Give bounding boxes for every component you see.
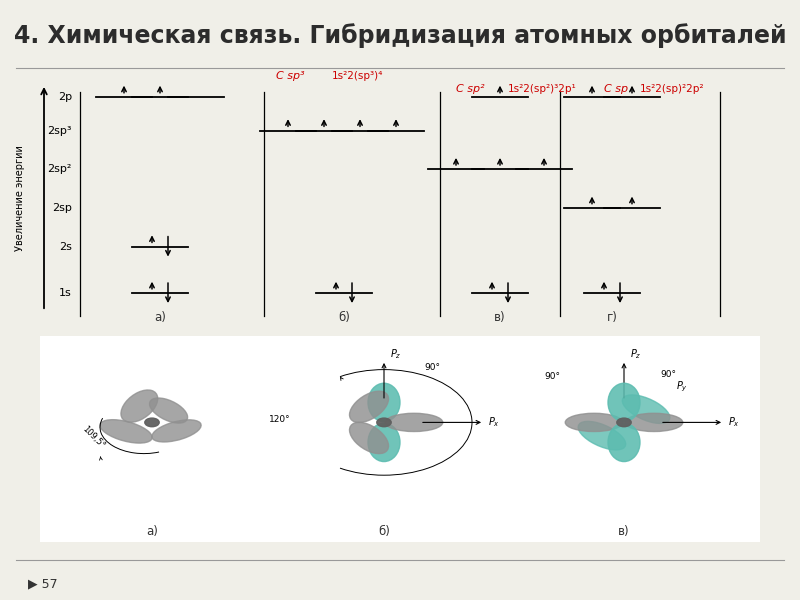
Text: а): а) xyxy=(154,311,166,324)
Text: в): в) xyxy=(494,311,506,324)
Text: г): г) xyxy=(606,311,618,324)
Ellipse shape xyxy=(145,418,159,427)
Ellipse shape xyxy=(617,418,631,427)
Ellipse shape xyxy=(350,391,389,422)
Ellipse shape xyxy=(152,420,201,442)
Text: $P_z$: $P_z$ xyxy=(390,347,402,361)
Ellipse shape xyxy=(385,413,442,431)
Text: Увеличение энергии: Увеличение энергии xyxy=(15,145,25,251)
Ellipse shape xyxy=(350,422,389,454)
Text: $P_y$: $P_y$ xyxy=(676,379,688,394)
Ellipse shape xyxy=(368,423,400,461)
Text: б): б) xyxy=(338,311,350,324)
Ellipse shape xyxy=(150,398,188,423)
Text: C sp: C sp xyxy=(604,84,628,94)
Text: $P_z$: $P_z$ xyxy=(630,347,642,361)
Ellipse shape xyxy=(377,418,391,427)
Text: ▶ 57: ▶ 57 xyxy=(28,577,58,590)
Text: $P_x$: $P_x$ xyxy=(488,415,500,430)
Text: 1s: 1s xyxy=(59,288,72,298)
Text: $P_x$: $P_x$ xyxy=(728,415,740,430)
Text: 2sp: 2sp xyxy=(52,203,72,213)
Ellipse shape xyxy=(625,413,682,431)
Text: б): б) xyxy=(378,525,390,538)
Text: 1s²2(sp)²2p²: 1s²2(sp)²2p² xyxy=(640,84,705,94)
Text: в): в) xyxy=(618,525,630,538)
Text: 90°: 90° xyxy=(544,372,560,381)
Text: 90°: 90° xyxy=(660,370,676,379)
Text: 120°: 120° xyxy=(269,415,291,424)
Text: 1s²2(sp²)³2p¹: 1s²2(sp²)³2p¹ xyxy=(508,84,577,94)
Text: 2sp²: 2sp² xyxy=(48,164,72,174)
Ellipse shape xyxy=(608,383,640,422)
Text: C sp²: C sp² xyxy=(456,84,485,94)
Text: 1s²2(sp³)⁴: 1s²2(sp³)⁴ xyxy=(332,71,383,82)
Ellipse shape xyxy=(121,390,158,422)
Ellipse shape xyxy=(622,395,670,424)
Text: 4. Химическая связь. Гибридизация атомных орбиталей: 4. Химическая связь. Гибридизация атомны… xyxy=(14,23,786,49)
Ellipse shape xyxy=(566,413,623,431)
Text: 109,5°: 109,5° xyxy=(80,425,106,451)
Ellipse shape xyxy=(608,423,640,461)
Text: 90°: 90° xyxy=(424,362,440,371)
Ellipse shape xyxy=(100,419,152,443)
Text: 2sp³: 2sp³ xyxy=(47,125,72,136)
Text: 2s: 2s xyxy=(59,242,72,251)
Ellipse shape xyxy=(578,421,626,450)
Text: а): а) xyxy=(146,525,158,538)
Text: 2p: 2p xyxy=(58,92,72,102)
Text: C sp³: C sp³ xyxy=(276,71,305,82)
FancyBboxPatch shape xyxy=(40,336,760,542)
Ellipse shape xyxy=(368,383,400,422)
